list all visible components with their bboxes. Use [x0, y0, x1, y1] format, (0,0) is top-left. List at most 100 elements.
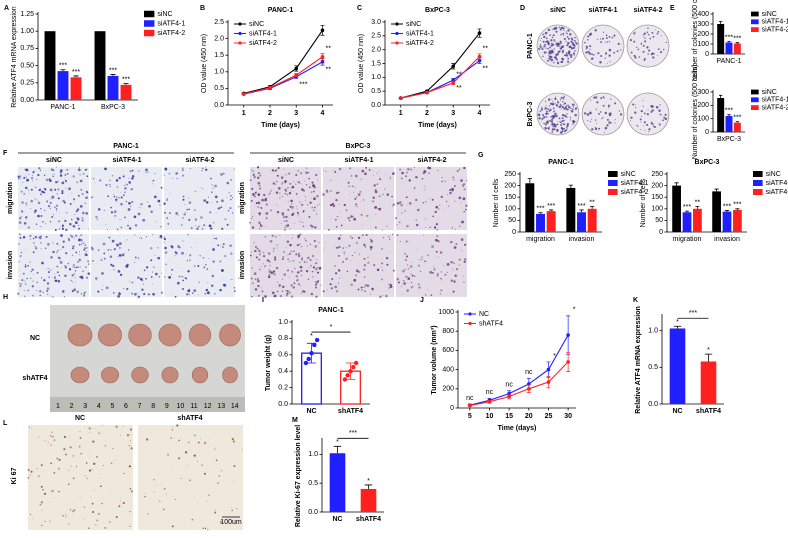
texture — [137, 257, 140, 259]
colony — [619, 113, 623, 116]
significance: ** — [483, 66, 489, 73]
texture — [193, 265, 196, 267]
texture — [212, 248, 215, 251]
texture — [71, 254, 74, 256]
colony — [565, 31, 567, 33]
legend-label: siATF4-2 — [766, 189, 788, 196]
texture — [65, 187, 67, 189]
colony — [653, 125, 656, 129]
tumor — [67, 323, 93, 347]
texture — [314, 286, 317, 289]
texture — [59, 260, 61, 262]
colony — [640, 109, 643, 113]
y-tick-label: 400 — [442, 366, 454, 373]
colony — [560, 26, 563, 29]
texture — [416, 208, 420, 212]
error-bar — [727, 114, 731, 116]
texture — [363, 268, 366, 271]
texture — [337, 254, 340, 257]
colony — [593, 96, 596, 99]
y-tick-label: 250 — [651, 171, 663, 178]
colony — [561, 51, 564, 54]
texture — [205, 166, 207, 168]
texture — [280, 176, 284, 179]
texture — [276, 169, 278, 171]
row-label: BxPC-3 — [527, 101, 534, 126]
data-point — [507, 391, 511, 396]
legend-label: siATF4-2 — [762, 104, 788, 111]
colony — [643, 121, 646, 124]
series-line — [400, 32, 480, 99]
texture — [170, 192, 171, 194]
texture — [287, 187, 289, 189]
texture — [285, 246, 287, 248]
texture — [49, 201, 52, 204]
chart-title: PANC-1 — [268, 7, 294, 14]
colony — [558, 105, 562, 109]
texture — [60, 248, 62, 250]
texture — [299, 285, 301, 286]
texture — [167, 453, 169, 456]
texture — [54, 276, 56, 278]
tumor — [158, 323, 182, 347]
texture — [258, 258, 261, 261]
texture — [203, 472, 207, 475]
texture — [38, 188, 41, 192]
bar — [733, 43, 741, 54]
texture — [37, 214, 40, 218]
micrograph — [250, 167, 321, 230]
texture — [109, 185, 111, 187]
texture — [249, 179, 252, 182]
texture — [297, 276, 299, 278]
panel-label: F — [3, 150, 8, 157]
bar — [672, 185, 681, 232]
colony — [620, 49, 622, 51]
colony — [620, 43, 622, 45]
x-tick-label: 1 — [399, 110, 403, 117]
texture — [301, 259, 303, 261]
texture — [230, 198, 232, 201]
texture — [41, 190, 44, 193]
texture — [49, 435, 52, 437]
legend-label: siNC — [762, 11, 777, 18]
colony — [563, 107, 566, 110]
colony — [552, 117, 555, 119]
texture — [166, 217, 168, 219]
texture — [412, 261, 414, 263]
texture — [40, 277, 43, 279]
texture — [332, 170, 334, 171]
texture — [338, 245, 341, 249]
x-tick-label: BxPC-3 — [717, 136, 741, 143]
texture — [335, 272, 338, 275]
texture — [365, 234, 368, 237]
texture — [217, 244, 219, 247]
texture — [279, 294, 283, 298]
texture — [315, 270, 317, 272]
colony — [646, 31, 649, 33]
texture — [115, 516, 118, 519]
texture — [128, 444, 130, 447]
texture — [288, 217, 290, 219]
texture — [37, 173, 40, 177]
texture — [453, 185, 456, 187]
texture — [399, 221, 401, 223]
texture — [126, 287, 129, 291]
texture — [268, 192, 271, 195]
colony — [570, 107, 572, 110]
colony — [560, 96, 563, 99]
bar — [546, 211, 556, 232]
texture — [28, 426, 31, 428]
texture — [438, 208, 440, 210]
texture — [18, 282, 20, 284]
texture — [188, 201, 192, 204]
texture — [45, 178, 49, 182]
texture — [252, 170, 254, 172]
texture — [62, 514, 64, 517]
colony — [549, 102, 553, 105]
texture — [360, 286, 363, 289]
significance: *** — [725, 108, 733, 115]
texture — [336, 215, 339, 218]
colony — [643, 125, 645, 126]
texture — [71, 290, 74, 293]
